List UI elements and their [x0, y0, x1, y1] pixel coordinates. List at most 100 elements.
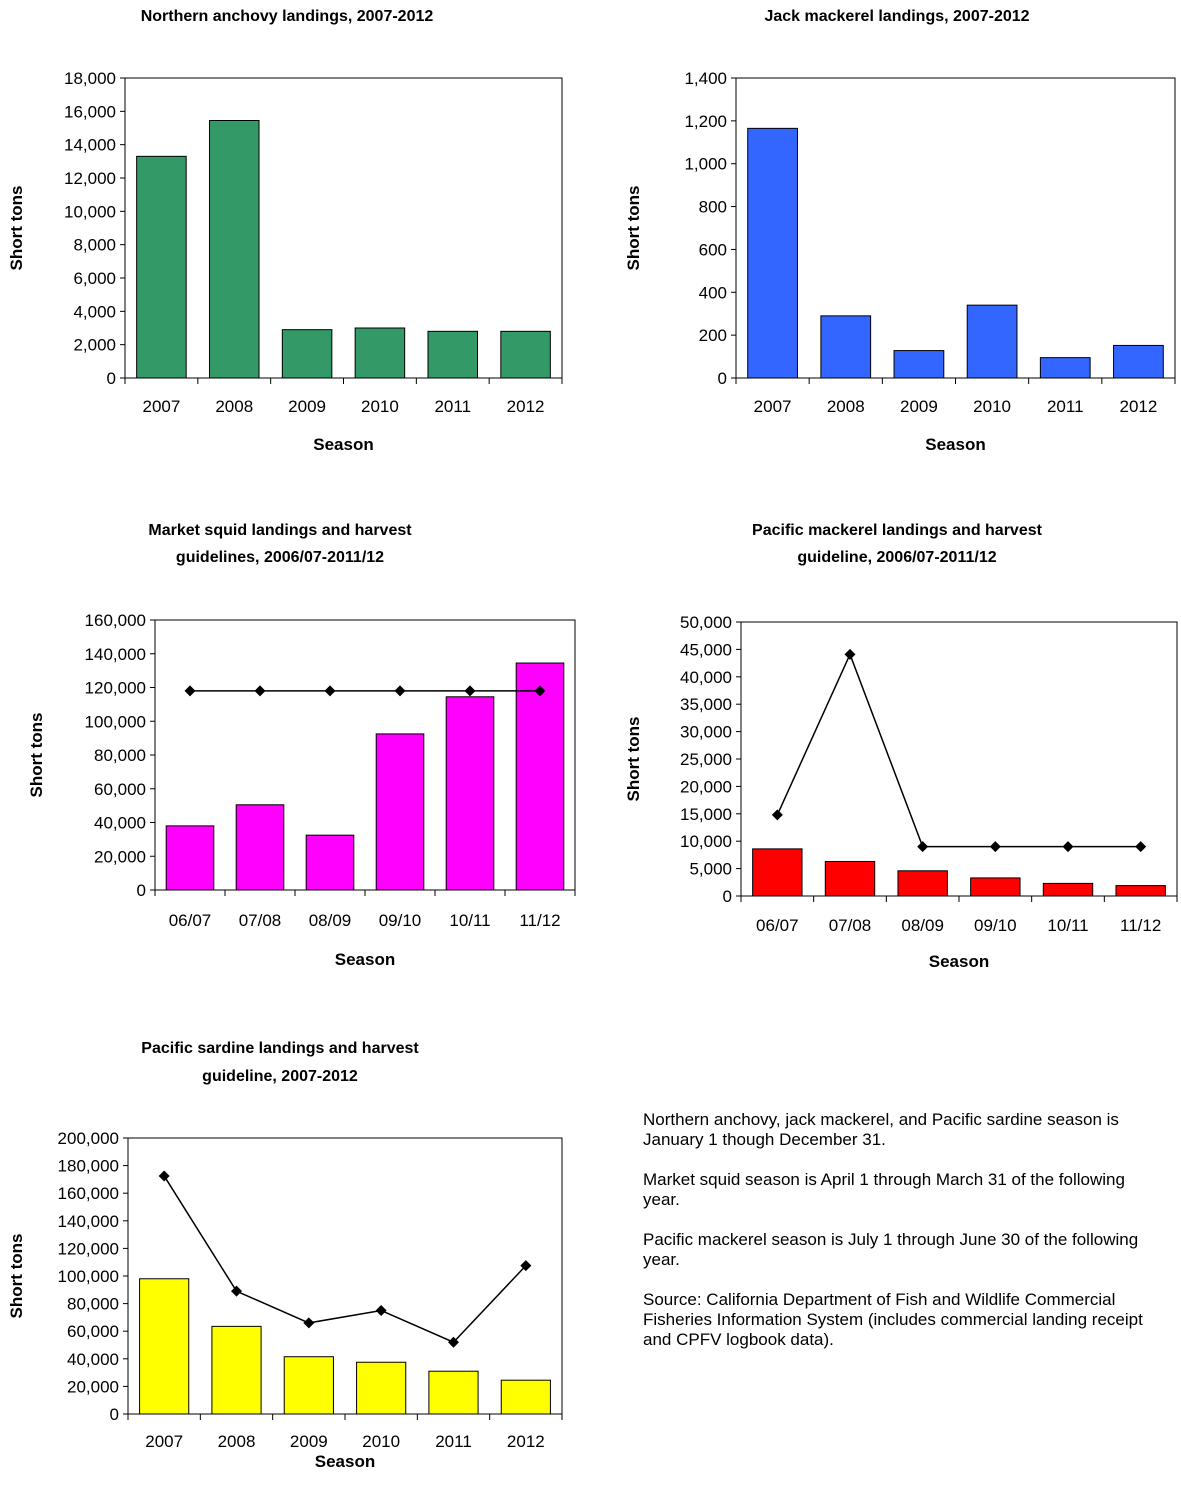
guideline-marker	[231, 1285, 242, 1297]
plot-area	[740, 621, 1178, 897]
bar	[1113, 344, 1164, 379]
y-tick-label: 6,000	[73, 269, 116, 288]
x-tick-label: 2012	[1120, 397, 1158, 416]
notes-panel: Northern anchovy, jack mackerel, and Pac…	[643, 1110, 1163, 1370]
chart-pacific-sardine: Pacific sardine landings and harvest guid…	[7, 1040, 563, 1471]
guideline-marker	[158, 1170, 170, 1182]
y-tick-label: 180,000	[58, 1157, 119, 1176]
chart-title: guideline, 2006/07-2011/12	[797, 549, 996, 566]
y-tick-label: 100,000	[85, 712, 146, 731]
x-tick-label: 2011	[1047, 397, 1084, 416]
chart-northern-anchovy: Northern anchovy landings, 2007-2012 0 2,0…	[7, 8, 563, 454]
guideline-line	[163, 1175, 527, 1344]
y-axis-label: Short tons	[7, 1234, 26, 1319]
bar	[820, 315, 872, 379]
y-tick-label: 60,000	[67, 1322, 119, 1341]
bar	[211, 1325, 262, 1415]
x-tick-label: 11/12	[519, 911, 560, 930]
y-tick-label: 30,000	[680, 723, 732, 742]
y-tick-label: 1,000	[684, 155, 727, 174]
x-tick-label: 2009	[900, 397, 938, 416]
chart-title: guidelines, 2006/07-2011/12	[176, 549, 384, 566]
guideline-marker	[1062, 841, 1074, 853]
bar	[136, 155, 187, 379]
y-tick-label: 12,000	[64, 169, 116, 188]
guideline-line	[776, 652, 1141, 848]
y-tick-label: 0	[110, 1405, 119, 1424]
guideline-marker	[534, 685, 546, 697]
bar	[747, 127, 798, 379]
bar	[515, 662, 565, 891]
bar	[356, 1361, 407, 1415]
chart-jack-mackerel: Jack mackerel landings, 2007-2012 0 200 400…	[624, 8, 1176, 454]
bar	[165, 825, 215, 891]
y-tick-label: 1,200	[684, 112, 727, 131]
y-tick-label: 60,000	[94, 780, 146, 799]
guideline-marker	[464, 685, 476, 697]
guideline-marker	[520, 1260, 532, 1272]
x-tick-label: 2009	[288, 397, 326, 416]
bar	[1115, 885, 1166, 897]
guideline-marker	[375, 1305, 387, 1316]
y-tick-label: 80,000	[67, 1295, 119, 1314]
bar	[500, 1379, 551, 1415]
y-tick-label: 2,000	[73, 336, 116, 355]
plot-area	[154, 619, 576, 891]
bar	[966, 304, 1018, 379]
guideline-marker	[771, 809, 783, 821]
bar	[752, 848, 803, 897]
y-axis-label: Short tons	[624, 186, 643, 271]
y-axis-label: Short tons	[7, 186, 26, 271]
x-tick-label: 09/10	[974, 916, 1017, 935]
bar	[500, 330, 551, 379]
x-tick-label: 2012	[507, 1432, 545, 1451]
x-tick-label: 10/11	[449, 911, 490, 930]
y-tick-label: 200,000	[58, 1129, 119, 1148]
x-tick-label: 2008	[827, 397, 865, 416]
y-tick-label: 200	[699, 326, 727, 345]
chart-pacific-mackerel: Pacific mackerel landings and harvest gui…	[624, 522, 1178, 971]
chart-title: Pacific mackerel landings and harvest	[752, 522, 1043, 539]
y-tick-label: 45,000	[680, 640, 732, 659]
x-tick-label: 11/12	[1120, 916, 1161, 935]
guideline-marker	[184, 685, 196, 697]
x-axis-label: Season	[335, 950, 395, 969]
bar	[235, 804, 285, 891]
y-tick-label: 20,000	[94, 847, 146, 866]
plot-area	[735, 77, 1176, 379]
bar	[354, 327, 406, 379]
y-tick-label: 0	[718, 369, 727, 388]
guideline-marker	[303, 1317, 315, 1329]
x-tick-label: 2009	[290, 1432, 328, 1451]
x-tick-label: 2007	[145, 1432, 183, 1451]
note-season-anchovy-jack-sardine: Northern anchovy, jack mackerel, and Pac…	[643, 1110, 1119, 1149]
guideline-marker	[1135, 841, 1147, 853]
x-tick-label: 06/07	[169, 911, 212, 930]
guideline-marker	[989, 841, 1001, 853]
bar	[305, 834, 355, 891]
x-tick-label: 09/10	[379, 911, 422, 930]
bar	[375, 733, 425, 891]
bar	[281, 329, 333, 379]
y-tick-label: 800	[699, 198, 727, 217]
x-tick-label: 10/11	[1047, 916, 1088, 935]
bar	[428, 1370, 479, 1415]
guideline-marker	[917, 841, 929, 853]
chart-title: Northern anchovy landings, 2007-2012	[141, 8, 434, 25]
x-axis-label: Season	[929, 952, 989, 971]
y-tick-label: 8,000	[73, 236, 116, 255]
y-tick-label: 120,000	[58, 1239, 119, 1258]
chart-title: Jack mackerel landings, 2007-2012	[764, 8, 1029, 25]
y-tick-label: 35,000	[680, 695, 732, 714]
chart-title: Market squid landings and harvest	[148, 522, 412, 539]
chart-title: Pacific sardine landings and harvest	[141, 1040, 419, 1057]
bar	[427, 330, 479, 379]
x-tick-label: 2010	[361, 397, 399, 416]
bar	[139, 1278, 190, 1415]
x-tick-label: 07/08	[829, 916, 872, 935]
y-tick-label: 0	[137, 881, 146, 900]
y-tick-label: 40,000	[94, 814, 146, 833]
x-axis-label: Season	[925, 435, 985, 454]
guideline-marker	[448, 1336, 459, 1348]
y-tick-label: 120,000	[85, 679, 146, 698]
